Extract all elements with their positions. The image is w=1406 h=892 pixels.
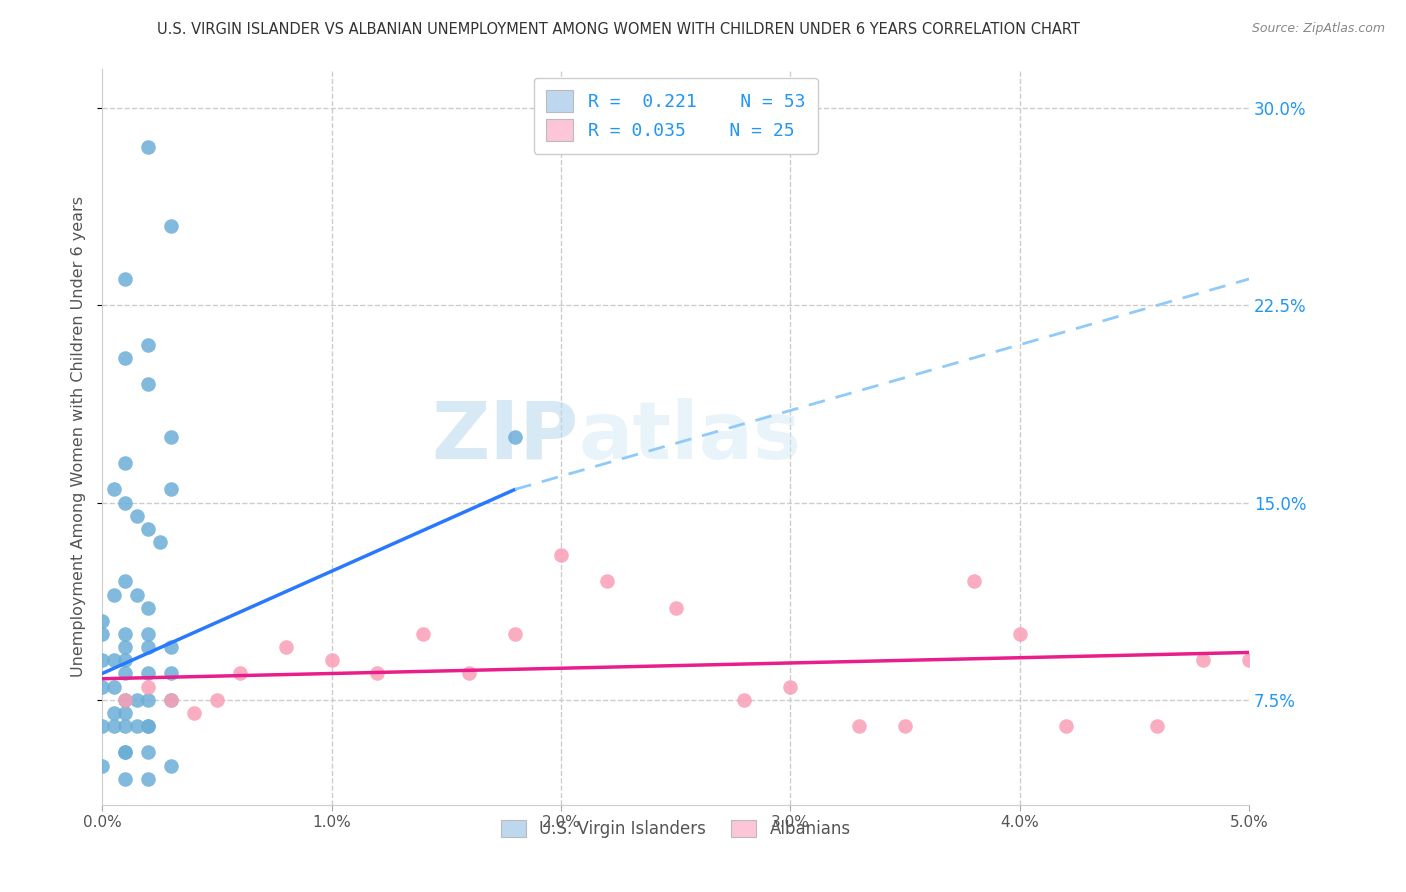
Point (91, 614, 114, 628)
Point (114, 666, 136, 681)
Point (114, 495, 136, 509)
Point (136, 600, 159, 615)
Point (274, 640, 297, 655)
Point (160, 693, 183, 707)
Point (91, 653, 114, 667)
Point (894, 719, 917, 733)
Point (125, 693, 148, 707)
Point (114, 693, 136, 707)
Point (963, 574, 986, 589)
Point (91, 627, 114, 641)
Point (665, 600, 688, 615)
Point (160, 693, 183, 707)
Text: Source: ZipAtlas.com: Source: ZipAtlas.com (1251, 22, 1385, 36)
Point (114, 653, 136, 667)
Point (136, 140, 159, 154)
Point (114, 627, 136, 641)
Point (114, 456, 136, 470)
Point (321, 653, 343, 667)
Point (91, 758, 114, 772)
Point (114, 351, 136, 365)
Point (136, 377, 159, 392)
Point (103, 588, 125, 602)
Point (205, 693, 228, 707)
Point (160, 483, 183, 497)
Point (848, 719, 870, 733)
Point (412, 627, 434, 641)
Point (91, 719, 114, 733)
Point (125, 719, 148, 733)
Point (1008, 627, 1031, 641)
Point (103, 706, 125, 720)
Point (103, 680, 125, 694)
Point (114, 706, 136, 720)
Point (114, 272, 136, 286)
Point (136, 693, 159, 707)
Point (136, 640, 159, 655)
Point (596, 574, 619, 589)
Point (114, 693, 136, 707)
Point (160, 430, 183, 444)
Point (160, 640, 183, 655)
Point (136, 719, 159, 733)
Point (160, 758, 183, 772)
Point (103, 653, 125, 667)
Point (136, 772, 159, 786)
Point (183, 706, 205, 720)
Point (136, 746, 159, 760)
Point (550, 548, 572, 562)
Point (114, 772, 136, 786)
Point (136, 522, 159, 536)
Point (148, 535, 170, 549)
Point (114, 640, 136, 655)
Point (503, 430, 526, 444)
Y-axis label: Unemployment Among Women with Children Under 6 years: Unemployment Among Women with Children U… (72, 196, 86, 677)
Point (136, 627, 159, 641)
Legend: U.S. Virgin Islanders, Albanians: U.S. Virgin Islanders, Albanians (494, 813, 858, 845)
Point (734, 693, 756, 707)
Point (1237, 653, 1260, 667)
Point (103, 483, 125, 497)
Text: ZIP: ZIP (432, 398, 578, 475)
Point (103, 719, 125, 733)
Point (160, 219, 183, 234)
Point (779, 680, 801, 694)
Text: atlas: atlas (578, 398, 801, 475)
Point (114, 719, 136, 733)
Point (91, 680, 114, 694)
Point (229, 666, 252, 681)
Point (125, 588, 148, 602)
Point (1192, 653, 1215, 667)
Point (136, 337, 159, 351)
Point (114, 746, 136, 760)
Point (136, 680, 159, 694)
Point (114, 574, 136, 589)
Point (136, 666, 159, 681)
Text: U.S. VIRGIN ISLANDER VS ALBANIAN UNEMPLOYMENT AMONG WOMEN WITH CHILDREN UNDER 6 : U.S. VIRGIN ISLANDER VS ALBANIAN UNEMPLO… (157, 22, 1080, 37)
Point (125, 508, 148, 523)
Point (114, 746, 136, 760)
Point (503, 627, 526, 641)
Point (136, 719, 159, 733)
Point (366, 666, 388, 681)
Point (458, 666, 481, 681)
Point (1054, 719, 1077, 733)
Point (160, 666, 183, 681)
Point (1146, 719, 1168, 733)
